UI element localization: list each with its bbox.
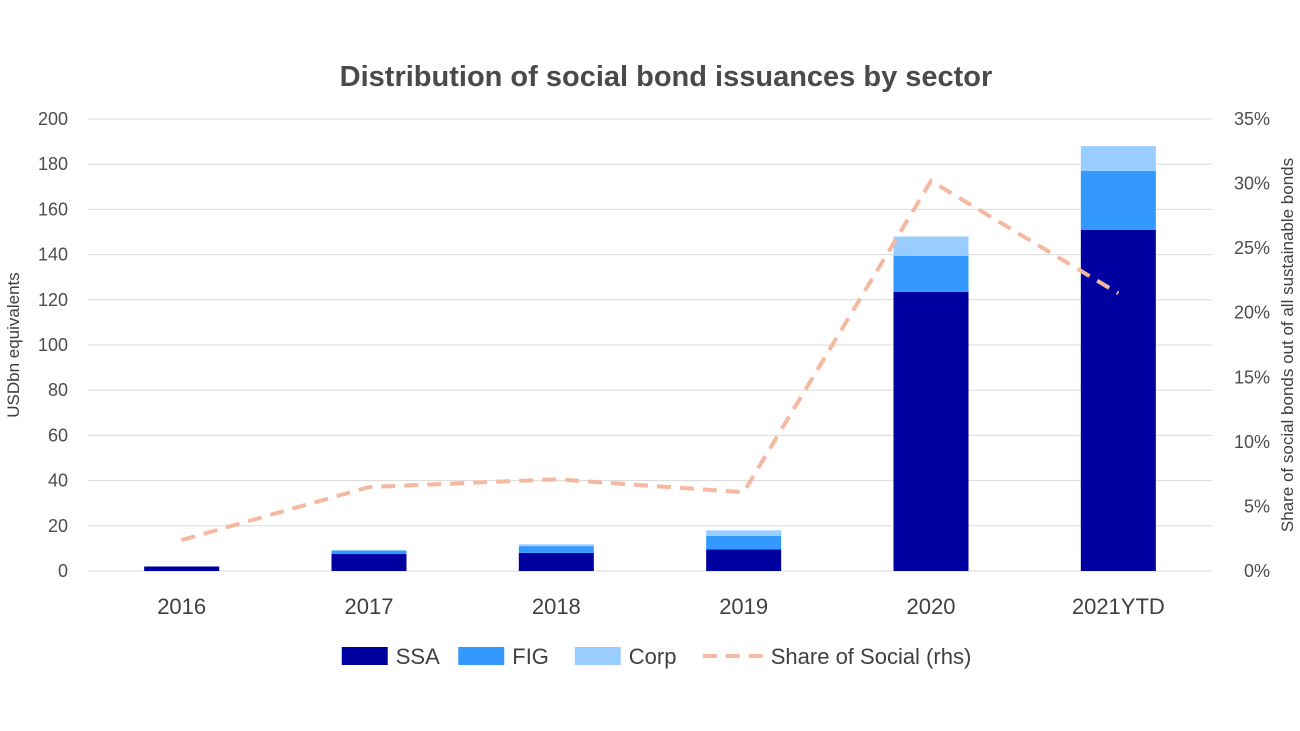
bar-ssa-2016 xyxy=(144,566,220,571)
y2-tick-label: 25% xyxy=(1234,238,1270,258)
x-tick-label: 2019 xyxy=(719,594,768,619)
legend-swatch-ssa xyxy=(341,647,388,665)
bar-fig-2018 xyxy=(518,546,594,553)
chart-title: Distribution of social bond issuances by… xyxy=(340,61,993,93)
y-tick-label: 200 xyxy=(38,109,68,129)
y2-tick-label: 5% xyxy=(1244,496,1270,516)
right-axis-title: Share of social bonds out of all sustain… xyxy=(1278,158,1297,532)
legend: SSA FIG Corp Share of Social (rhs) xyxy=(341,644,972,669)
x-tick-label: 2020 xyxy=(907,594,956,619)
line-series xyxy=(181,178,1120,542)
y-tick-label: 120 xyxy=(38,290,68,310)
bar-corp-2018 xyxy=(518,544,594,547)
gridlines xyxy=(88,118,1212,572)
y2-tick-label: 35% xyxy=(1234,109,1270,129)
legend-swatch-fig xyxy=(458,647,505,665)
bar-corp-2020 xyxy=(893,236,969,256)
bar-ssa-2020 xyxy=(893,291,969,571)
y2-tick-label: 10% xyxy=(1234,432,1270,452)
y-tick-label: 0 xyxy=(58,561,68,581)
bar-fig-2019 xyxy=(706,535,782,550)
line-share-of-social xyxy=(181,178,1120,542)
legend-label-share-of-social-rhs: Share of Social (rhs) xyxy=(771,644,972,669)
y-tick-label: 140 xyxy=(38,245,68,265)
x-tick-label: 2021YTD xyxy=(1072,594,1165,619)
y2-tick-label: 15% xyxy=(1234,367,1270,387)
bar-ssa-2017 xyxy=(331,554,407,571)
bar-fig-2017 xyxy=(331,550,407,555)
x-tick-label: 2017 xyxy=(345,594,394,619)
y-tick-label: 180 xyxy=(38,154,68,174)
y-tick-label: 40 xyxy=(48,471,68,491)
y-tick-label: 80 xyxy=(48,380,68,400)
bar-ssa-2018 xyxy=(518,552,594,571)
y-tick-label: 100 xyxy=(38,335,68,355)
left-axis-ticks: 0 20 40 60 80 100 120 140 160 180 200 xyxy=(38,109,68,581)
left-axis-title: USDbn equivalents xyxy=(4,272,23,418)
y2-tick-label: 20% xyxy=(1234,303,1270,323)
y-tick-label: 20 xyxy=(48,516,68,536)
bar-fig-2020 xyxy=(893,255,969,292)
legend-label-fig: FIG xyxy=(512,644,549,669)
bar-corp-2017 xyxy=(331,549,407,551)
y-tick-label: 60 xyxy=(48,425,68,445)
bar-corp-2021ytd xyxy=(1080,146,1156,171)
legend-label-corp: Corp xyxy=(629,644,677,669)
y2-tick-label: 0% xyxy=(1244,561,1270,581)
x-tick-label: 2018 xyxy=(532,594,581,619)
bar-corp-2019 xyxy=(706,530,782,536)
legend-label-ssa: SSA xyxy=(396,644,440,669)
right-axis-ticks: 0% 5% 10% 15% 20% 25% 30% 35% xyxy=(1234,109,1270,581)
bar-series xyxy=(144,146,1156,572)
y-tick-label: 160 xyxy=(38,199,68,219)
x-axis-ticks: 2016 2017 2018 2019 2020 2021YTD xyxy=(157,594,1165,619)
legend-swatch-corp xyxy=(574,647,621,665)
x-tick-label: 2016 xyxy=(157,594,206,619)
y2-tick-label: 30% xyxy=(1234,174,1270,194)
bar-ssa-2021ytd xyxy=(1080,229,1156,572)
bar-fig-2021ytd xyxy=(1080,170,1156,230)
bar-ssa-2019 xyxy=(706,549,782,571)
